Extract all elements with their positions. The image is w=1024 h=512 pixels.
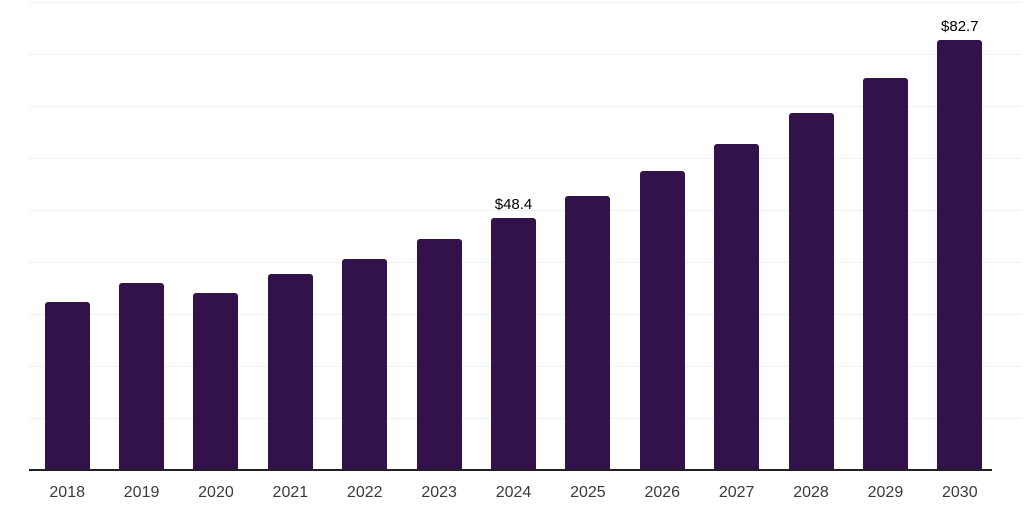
x-tick-2029: 2029 (867, 484, 904, 501)
x-tick-2021: 2021 (272, 484, 309, 501)
x-tick-2023: 2023 (421, 484, 457, 501)
gridline-90 (29, 2, 1021, 3)
bar-2023 (417, 239, 462, 470)
x-axis-line (29, 469, 992, 471)
x-tick-2027: 2027 (718, 484, 755, 501)
bar-2024 (491, 218, 536, 470)
gridline-80 (29, 54, 1021, 55)
bar-2018 (45, 302, 90, 470)
x-tick-2024: 2024 (495, 484, 532, 501)
value-label-2024: $48.4 (494, 196, 533, 213)
x-tick-2020: 2020 (198, 484, 234, 501)
x-tick-2030: 2030 (942, 484, 978, 501)
x-tick-2022: 2022 (346, 484, 383, 501)
bar-2029 (863, 78, 908, 470)
bar-2030 (937, 40, 982, 470)
bar-2020 (193, 293, 238, 470)
bar-2028 (789, 113, 834, 470)
value-label-2030: $82.7 (941, 18, 979, 35)
x-tick-2019: 2019 (123, 484, 160, 501)
x-tick-2025: 2025 (570, 484, 606, 501)
bar-2019 (119, 283, 164, 470)
x-tick-2018: 2018 (49, 484, 85, 501)
bar-2021 (268, 274, 313, 470)
x-tick-2026: 2026 (644, 484, 681, 501)
bar-2025 (565, 196, 610, 470)
bar-2026 (640, 171, 685, 470)
bar-2027 (714, 144, 759, 470)
x-tick-2028: 2028 (793, 484, 829, 501)
bar-2022 (342, 259, 387, 470)
